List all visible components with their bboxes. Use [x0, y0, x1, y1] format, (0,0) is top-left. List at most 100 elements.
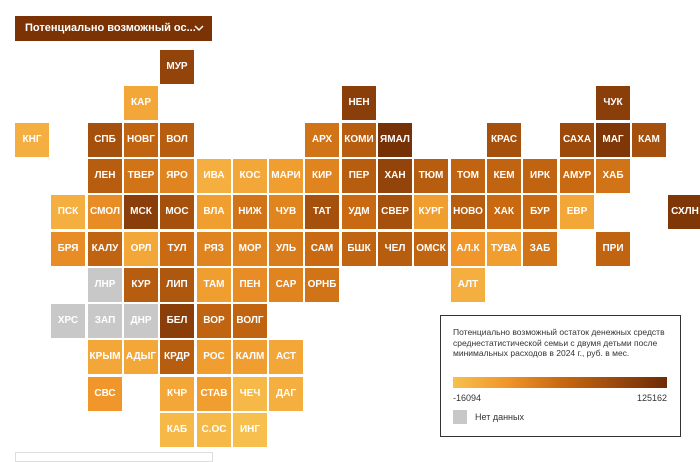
region-tile-4[interactable]: КНГ [15, 123, 49, 157]
region-tile-70[interactable]: ЗАП [88, 304, 122, 338]
region-tile-13[interactable]: МАГ [596, 123, 630, 157]
legend-title: Потенциально возможный остаток денежных … [453, 327, 665, 358]
dropdown-label: Потенциально возможный ос... [25, 22, 196, 34]
region-tile-10[interactable]: ЯМАЛ [378, 123, 412, 157]
region-tile-34[interactable]: ВЛА [197, 195, 231, 229]
region-tile-30[interactable]: ПСК [51, 195, 85, 229]
region-tile-22[interactable]: ПЕР [342, 159, 376, 193]
region-tile-82[interactable]: КЧР [160, 377, 194, 411]
region-tile-58[interactable]: ТУВА [487, 232, 521, 266]
region-tile-67[interactable]: ОРНБ [305, 268, 339, 302]
region-tile-28[interactable]: АМУР [560, 159, 594, 193]
region-tile-85[interactable]: ДАГ [269, 377, 303, 411]
region-tile-1[interactable]: КАР [124, 86, 158, 120]
region-tile-80[interactable]: АСТ [269, 340, 303, 374]
region-tile-45[interactable]: СХЛН [668, 195, 700, 229]
region-tile-49[interactable]: ТУЛ [160, 232, 194, 266]
region-tile-5[interactable]: СПБ [88, 123, 122, 157]
region-tile-44[interactable]: ЕВР [560, 195, 594, 229]
region-tile-74[interactable]: ВОЛГ [233, 304, 267, 338]
region-tile-54[interactable]: БШК [342, 232, 376, 266]
region-tile-50[interactable]: РЯЗ [197, 232, 231, 266]
region-tile-41[interactable]: НОВО [451, 195, 485, 229]
region-tile-19[interactable]: КОС [233, 159, 267, 193]
region-tile-57[interactable]: АЛ.К [451, 232, 485, 266]
indicator-dropdown[interactable]: Потенциально возможный ос... [15, 16, 212, 41]
region-tile-9[interactable]: КОМИ [342, 123, 376, 157]
region-tile-29[interactable]: ХАБ [596, 159, 630, 193]
region-tile-62[interactable]: КУР [124, 268, 158, 302]
region-tile-40[interactable]: КУРГ [414, 195, 448, 229]
region-tile-63[interactable]: ЛИП [160, 268, 194, 302]
region-tile-23[interactable]: ХАН [378, 159, 412, 193]
region-tile-88[interactable]: ИНГ [233, 413, 267, 447]
region-tile-81[interactable]: СВС [88, 377, 122, 411]
region-tile-43[interactable]: БУР [523, 195, 557, 229]
region-tile-2[interactable]: НЕН [342, 86, 376, 120]
region-tile-55[interactable]: ЧЕЛ [378, 232, 412, 266]
region-tile-66[interactable]: САР [269, 268, 303, 302]
region-tile-21[interactable]: КИР [305, 159, 339, 193]
region-tile-26[interactable]: КЕМ [487, 159, 521, 193]
region-tile-37[interactable]: ТАТ [305, 195, 339, 229]
legend-nodata-swatch [453, 410, 467, 424]
region-tile-52[interactable]: УЛЬ [269, 232, 303, 266]
legend-nodata-label: Нет данных [475, 412, 524, 422]
legend-color-scale [453, 377, 667, 388]
region-tile-3[interactable]: ЧУК [596, 86, 630, 120]
legend: Потенциально возможный остаток денежных … [440, 315, 681, 437]
region-tile-35[interactable]: НИЖ [233, 195, 267, 229]
region-tile-56[interactable]: ОМСК [414, 232, 448, 266]
region-tile-38[interactable]: УДМ [342, 195, 376, 229]
region-tile-39[interactable]: СВЕР [378, 195, 412, 229]
region-tile-20[interactable]: МАРИ [269, 159, 303, 193]
region-tile-48[interactable]: ОРЛ [124, 232, 158, 266]
region-tile-15[interactable]: ЛЕН [88, 159, 122, 193]
region-tile-36[interactable]: ЧУВ [269, 195, 303, 229]
region-tile-0[interactable]: МУР [160, 50, 194, 84]
region-tile-60[interactable]: ПРИ [596, 232, 630, 266]
chevron-down-icon [194, 25, 204, 31]
region-tile-73[interactable]: ВОР [197, 304, 231, 338]
region-tile-11[interactable]: КРАС [487, 123, 521, 157]
region-tile-69[interactable]: ХРС [51, 304, 85, 338]
region-tile-16[interactable]: ТВЕР [124, 159, 158, 193]
region-tile-18[interactable]: ИВА [197, 159, 231, 193]
region-tile-61[interactable]: ЛНР [88, 268, 122, 302]
region-tile-51[interactable]: МОР [233, 232, 267, 266]
region-tile-6[interactable]: НОВГ [124, 123, 158, 157]
region-tile-25[interactable]: ТОМ [451, 159, 485, 193]
region-tile-8[interactable]: АРХ [305, 123, 339, 157]
region-tile-68[interactable]: АЛТ [451, 268, 485, 302]
region-tile-65[interactable]: ПЕН [233, 268, 267, 302]
region-tile-12[interactable]: САХА [560, 123, 594, 157]
region-tile-83[interactable]: СТАВ [197, 377, 231, 411]
region-tile-7[interactable]: ВОЛ [160, 123, 194, 157]
region-tile-27[interactable]: ИРК [523, 159, 557, 193]
region-tile-72[interactable]: БЕЛ [160, 304, 194, 338]
region-tile-71[interactable]: ДНР [124, 304, 158, 338]
region-tile-79[interactable]: КАЛМ [233, 340, 267, 374]
legend-min-label: -16094 [453, 393, 482, 403]
region-tile-87[interactable]: С.ОС [197, 413, 231, 447]
region-tile-14[interactable]: КАМ [632, 123, 666, 157]
region-tile-33[interactable]: МОС [160, 195, 194, 229]
region-tile-77[interactable]: КРДР [160, 340, 194, 374]
bottom-panel [15, 452, 213, 462]
region-tile-84[interactable]: ЧЕЧ [233, 377, 267, 411]
region-tile-64[interactable]: ТАМ [197, 268, 231, 302]
region-tile-53[interactable]: САМ [305, 232, 339, 266]
region-tile-24[interactable]: ТЮМ [414, 159, 448, 193]
region-tile-17[interactable]: ЯРО [160, 159, 194, 193]
region-tile-75[interactable]: КРЫМ [88, 340, 122, 374]
region-tile-31[interactable]: СМОЛ [88, 195, 122, 229]
region-tile-76[interactable]: АДЫГ [124, 340, 158, 374]
region-tile-59[interactable]: ЗАБ [523, 232, 557, 266]
region-tile-47[interactable]: КАЛУ [88, 232, 122, 266]
region-tile-32[interactable]: МСК [124, 195, 158, 229]
region-tile-86[interactable]: КАБ [160, 413, 194, 447]
region-tile-78[interactable]: РОС [197, 340, 231, 374]
region-tile-42[interactable]: ХАК [487, 195, 521, 229]
region-tile-46[interactable]: БРЯ [51, 232, 85, 266]
legend-max-label: 125162 [636, 393, 667, 403]
